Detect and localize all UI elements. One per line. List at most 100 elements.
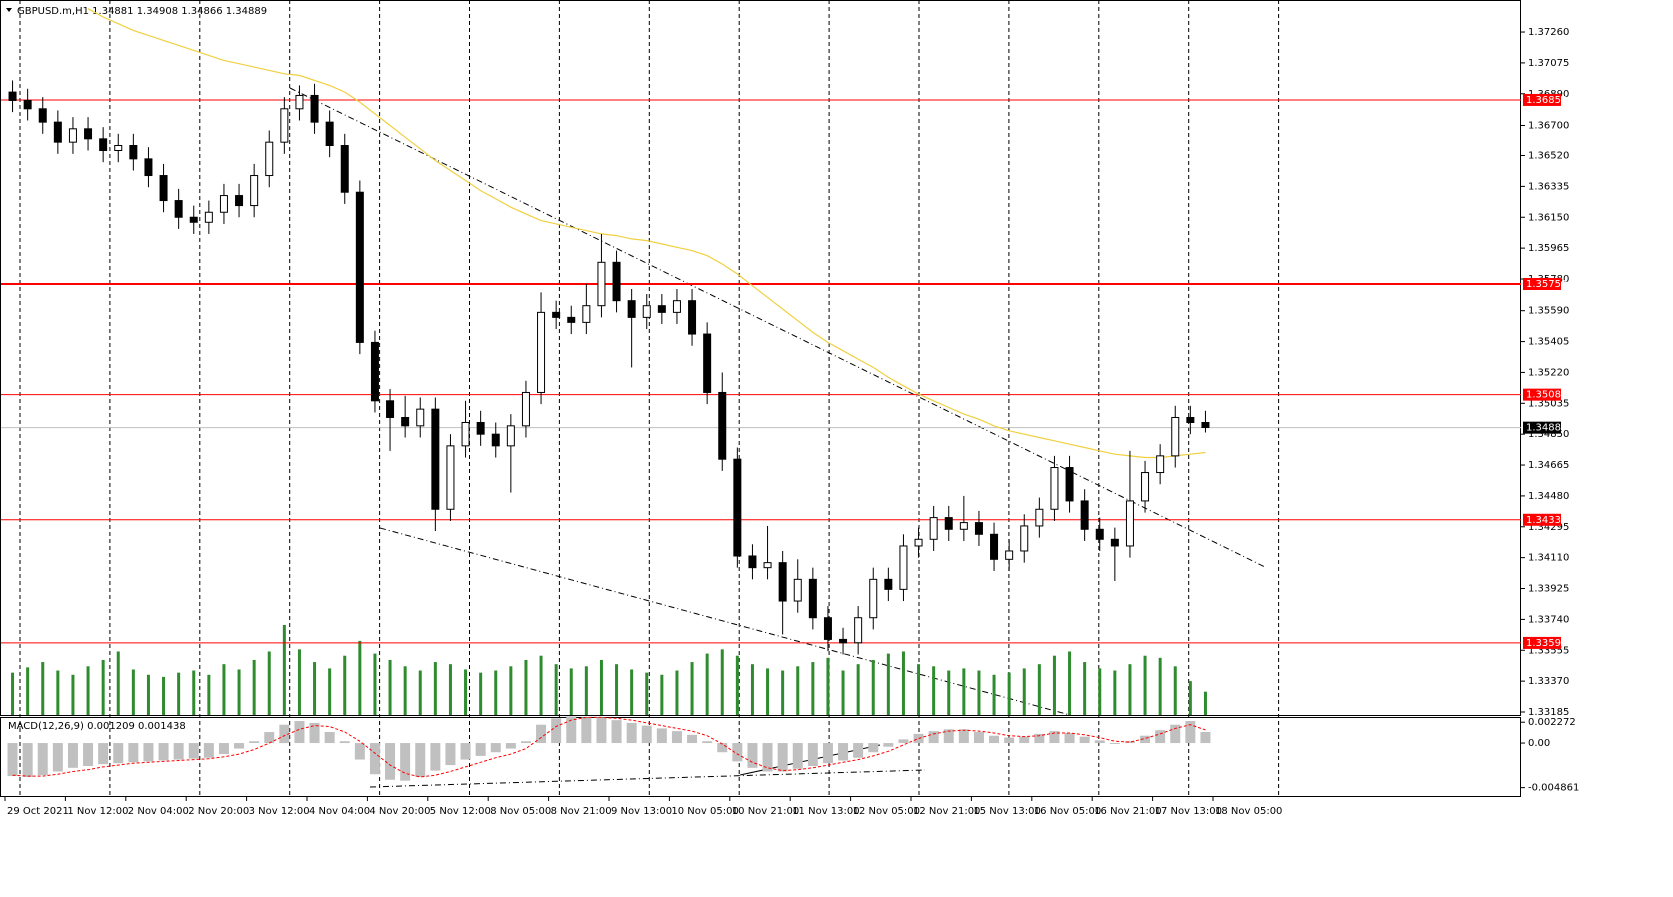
level-label: 1.35750 xyxy=(1526,279,1567,290)
macd-bar xyxy=(37,743,48,776)
x-tick-label: 16 Nov 21:00 xyxy=(1094,806,1161,817)
macd-bar xyxy=(973,732,984,744)
x-tick-label: 10 Nov 21:00 xyxy=(732,806,799,817)
macd-bar xyxy=(400,743,411,781)
candle-body xyxy=(1110,538,1119,547)
candle-body xyxy=(174,200,183,218)
candle-body xyxy=(778,562,787,602)
candle-body xyxy=(974,522,983,535)
macd-bar xyxy=(279,724,290,744)
candle-body xyxy=(582,305,591,323)
macd-bar xyxy=(1155,730,1166,744)
volume-bar xyxy=(615,664,619,715)
volume-bar xyxy=(418,670,422,715)
x-tick-label: 15 Nov 13:00 xyxy=(973,806,1040,817)
x-tick-label: 12 Nov 21:00 xyxy=(913,806,980,817)
volume-bar xyxy=(146,674,150,715)
candle-body xyxy=(310,94,319,123)
macd-bar xyxy=(52,743,63,772)
candle-body xyxy=(340,145,349,193)
macd-header: MACD(12,26,9) 0.001209 0.001438 xyxy=(8,721,186,732)
candle-body xyxy=(1141,472,1150,502)
level-label-box xyxy=(1523,277,1561,290)
macd-bar xyxy=(460,743,471,760)
volume-bar xyxy=(479,672,483,715)
volume-bar xyxy=(539,655,543,715)
candle-body xyxy=(627,300,636,318)
volume-bar xyxy=(252,659,256,715)
volume-bar xyxy=(569,668,573,715)
candle-body xyxy=(612,261,621,302)
macd-bar xyxy=(83,743,94,766)
volume-bar xyxy=(433,662,437,715)
candle-body xyxy=(38,108,47,123)
x-tick-label: 29 Oct 2021 xyxy=(7,806,69,817)
macd-bar xyxy=(1094,740,1105,744)
candle-body xyxy=(733,458,742,557)
y-tick-label: 1.37075 xyxy=(1528,58,1569,69)
volume-bar xyxy=(1188,681,1192,715)
x-tick-label: 12 Nov 05:00 xyxy=(853,806,920,817)
volume-bar xyxy=(388,659,392,715)
level-label: 1.36853 xyxy=(1526,95,1567,106)
candle-body xyxy=(219,195,228,213)
volume-bar xyxy=(584,666,588,715)
candle-body xyxy=(1201,421,1210,428)
macd-bar xyxy=(67,743,78,768)
volume-bar xyxy=(735,655,739,715)
y-tick-label: 1.34850 xyxy=(1528,429,1569,440)
candle-body xyxy=(280,108,289,143)
candle-body xyxy=(959,522,968,530)
candle-body xyxy=(144,158,153,177)
volume-bar xyxy=(1158,657,1162,715)
candle-body xyxy=(235,195,244,207)
macd-bar xyxy=(294,721,305,744)
x-tick-label: 2 Nov 20:00 xyxy=(188,806,249,817)
volume-bar xyxy=(313,662,317,715)
macd-bar xyxy=(324,732,335,744)
macd-bar xyxy=(1064,732,1075,744)
candle-body xyxy=(250,175,259,207)
macd-bar xyxy=(1124,741,1135,744)
candle-body xyxy=(159,175,168,202)
macd-bar xyxy=(777,743,788,772)
volume-bar xyxy=(192,670,196,715)
volume-bar xyxy=(871,659,875,715)
macd-bar xyxy=(611,720,622,744)
macd-bar xyxy=(596,717,607,744)
candle-body xyxy=(869,578,878,619)
x-tick-label: 2 Nov 04:00 xyxy=(128,806,189,817)
level-label-box xyxy=(1523,93,1561,106)
candle-body xyxy=(914,538,923,547)
macd-bar xyxy=(536,724,547,744)
candle-body xyxy=(1020,525,1029,552)
x-tick-label: 18 Nov 05:00 xyxy=(1215,806,1282,817)
candle-body xyxy=(567,316,576,323)
volume-bar xyxy=(826,657,830,715)
macd-tick-label: 0.002272 xyxy=(1528,717,1576,728)
volume-bar xyxy=(343,655,347,715)
candle-body xyxy=(1186,416,1195,423)
macd-bar xyxy=(702,741,713,744)
macd-bar xyxy=(943,729,954,744)
candle-body xyxy=(416,408,425,427)
volume-bar xyxy=(1098,668,1102,715)
candle-body xyxy=(1080,500,1089,530)
volume-bar xyxy=(766,668,770,715)
candle-body xyxy=(839,638,848,644)
y-tick-label: 1.35035 xyxy=(1528,398,1569,409)
candle-body xyxy=(99,138,108,152)
level-label: 1.35087 xyxy=(1526,390,1567,401)
candle-body xyxy=(854,617,863,644)
volume-bar xyxy=(373,653,377,715)
candle-body xyxy=(506,425,515,447)
y-tick-label: 1.33555 xyxy=(1528,645,1569,656)
candle-body xyxy=(461,421,470,447)
candle-body xyxy=(929,517,938,540)
x-tick-label: 4 Nov 20:00 xyxy=(369,806,430,817)
macd-bar xyxy=(354,743,365,760)
macd-bar xyxy=(7,743,18,777)
volume-bar xyxy=(464,669,468,715)
volume-bar xyxy=(1083,662,1087,715)
y-tick-label: 1.35405 xyxy=(1528,337,1569,348)
